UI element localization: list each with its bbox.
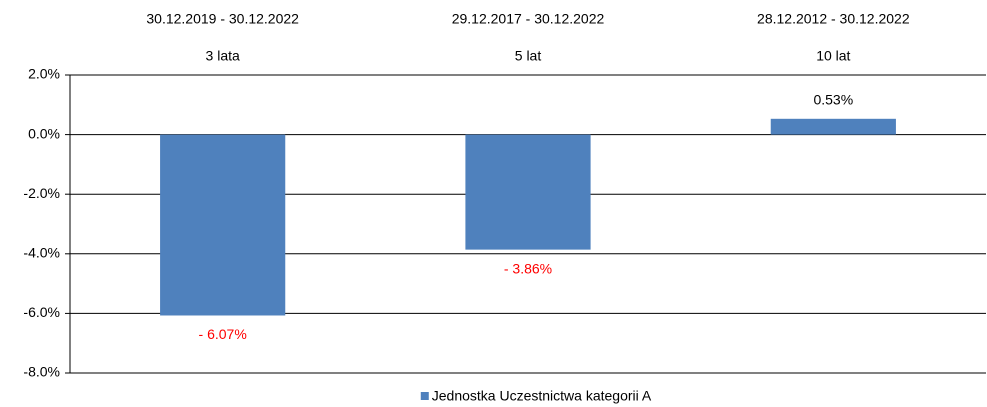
value-label: - 3.86%	[504, 260, 552, 276]
value-label: 0.53%	[813, 92, 853, 108]
bar	[465, 134, 591, 250]
y-tick-label: -6.0%	[23, 304, 60, 320]
legend-swatch	[420, 392, 429, 400]
y-tick-label: -2.0%	[23, 185, 60, 201]
value-label: - 6.07%	[199, 326, 247, 342]
category-label: 10 lat	[816, 48, 850, 64]
y-tick-label: -8.0%	[23, 364, 60, 380]
y-tick-label: 0.0%	[28, 125, 60, 141]
category-range: 30.12.2019 - 30.12.2022	[146, 11, 299, 27]
category-label: 3 lata	[206, 48, 240, 64]
bar	[160, 134, 286, 316]
category-range: 28.12.2012 - 30.12.2022	[757, 11, 910, 27]
category-range: 29.12.2017 - 30.12.2022	[452, 11, 605, 27]
legend-label: Jednostka Uczestnictwa kategorii A	[432, 388, 652, 404]
y-tick-label: 2.0%	[28, 66, 60, 82]
y-tick-label: -4.0%	[23, 245, 60, 261]
category-label: 5 lat	[515, 48, 542, 64]
bar	[770, 118, 896, 135]
